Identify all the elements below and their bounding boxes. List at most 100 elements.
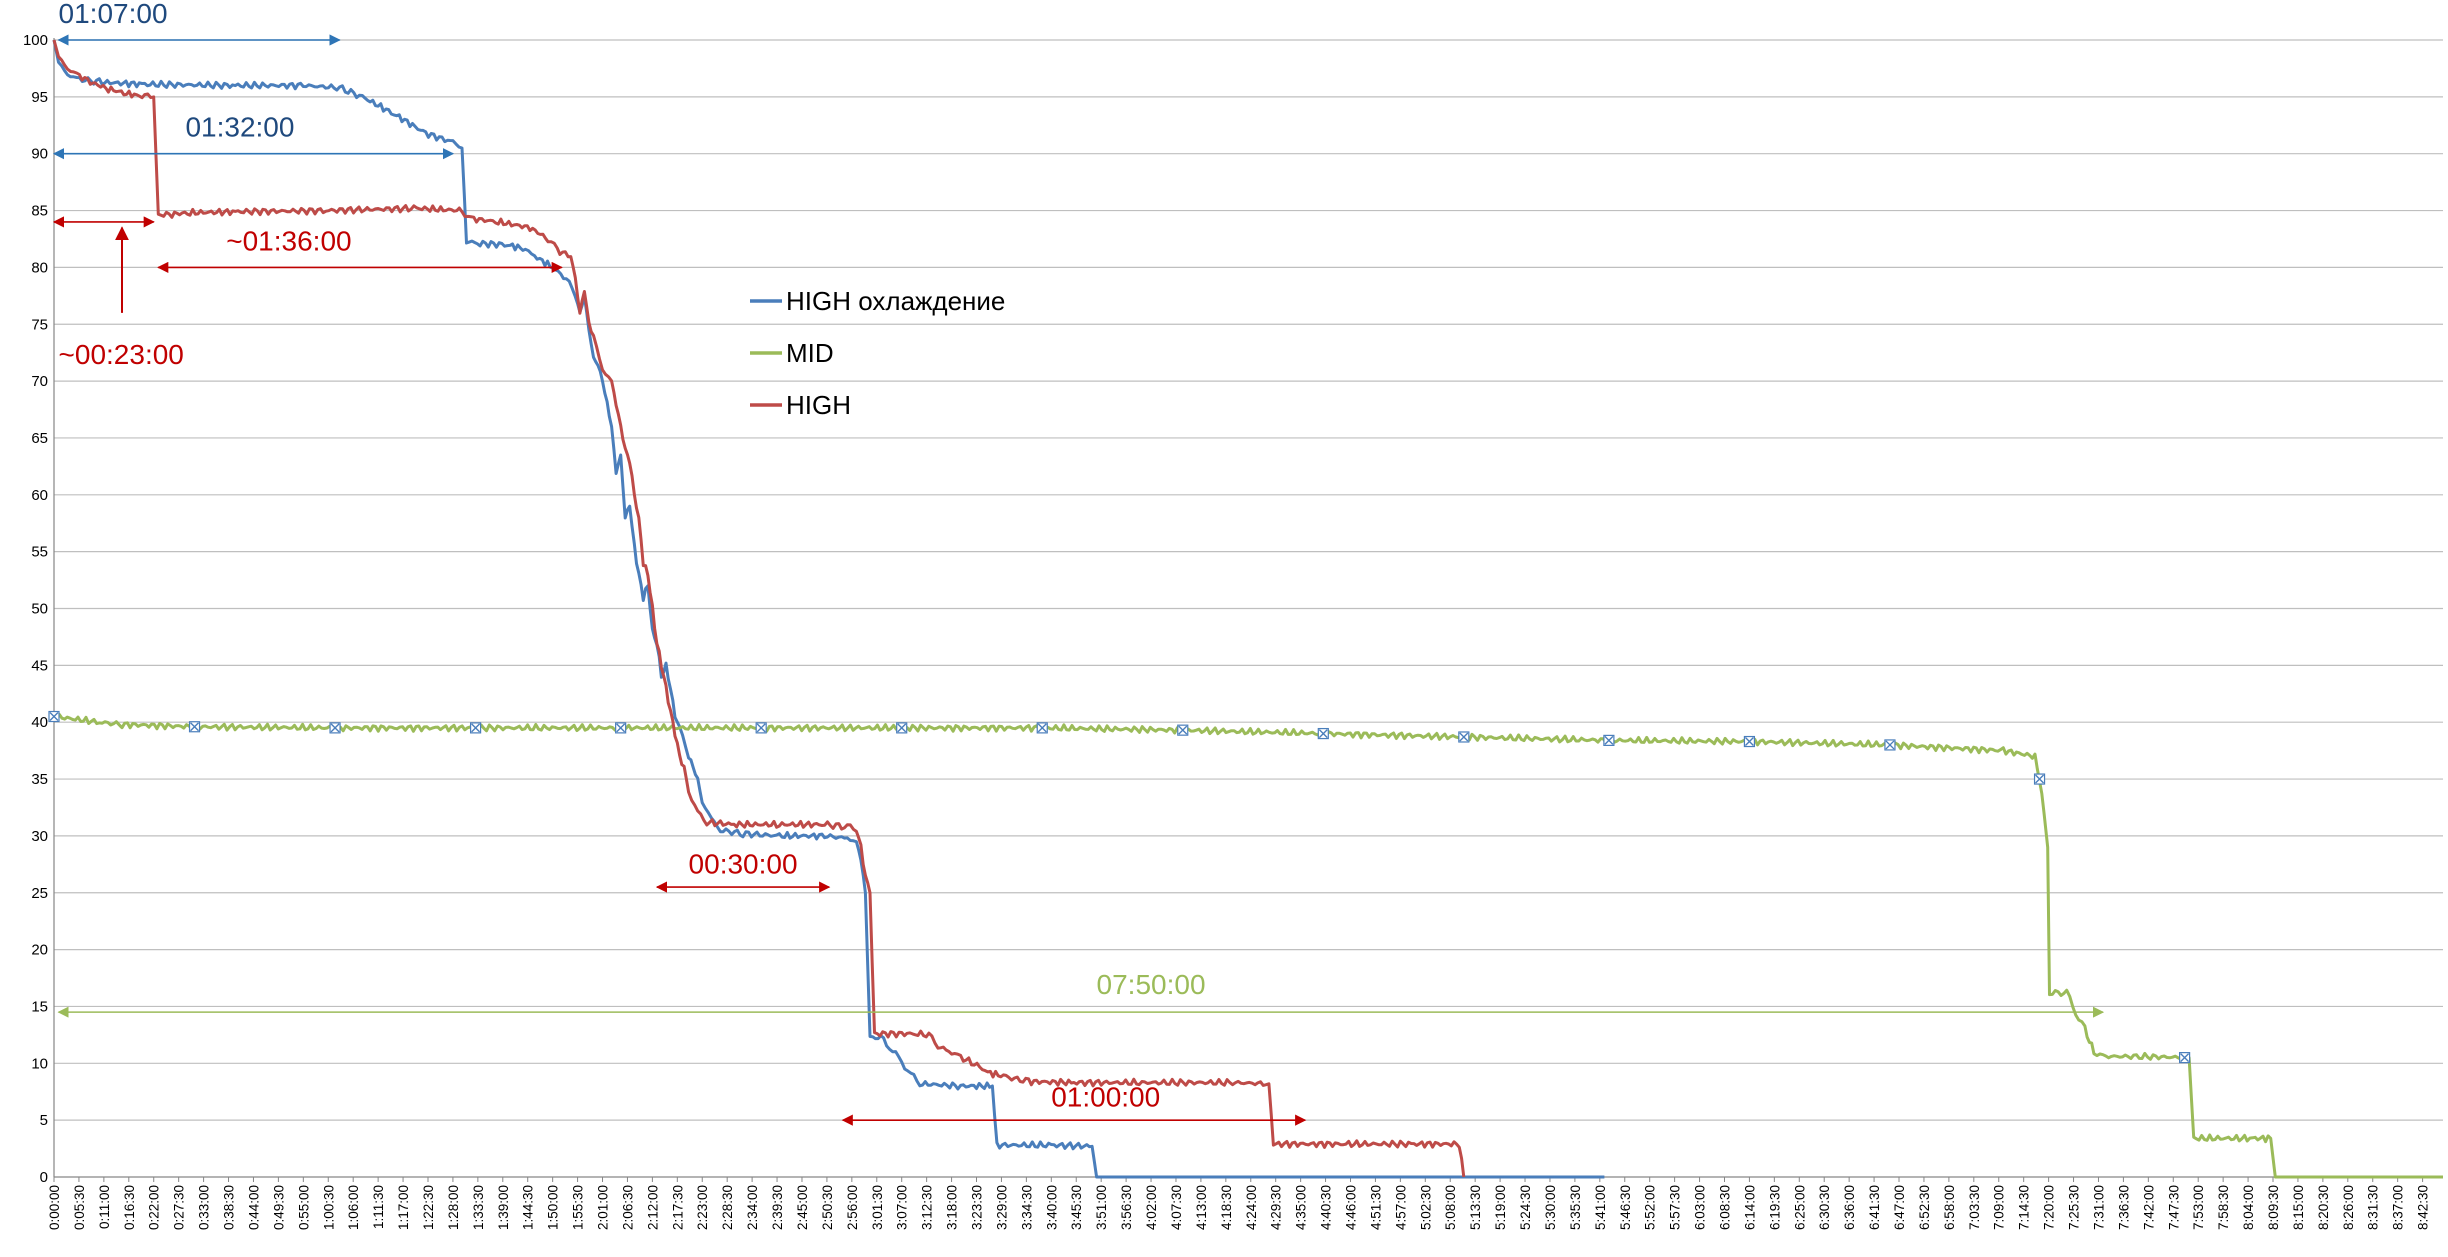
series-marker: [896, 722, 908, 734]
x-tick-label: 8:20:30: [2316, 1185, 2331, 1230]
x-tick-label: 7:03:30: [1967, 1185, 1982, 1230]
x-tick-label: 0:22:00: [147, 1185, 162, 1230]
x-tick-label: 4:29:30: [1269, 1185, 1284, 1230]
marker-cross: [897, 723, 907, 733]
x-tick-label: 6:03:00: [1693, 1185, 1708, 1230]
series-marker: [2179, 1052, 2191, 1064]
y-tick-label: 0: [40, 1169, 48, 1186]
series-marker: [469, 722, 482, 734]
legend: HIGH охлаждение MID HIGH: [750, 286, 1005, 420]
series-line-high: [52, 39, 1466, 1178]
x-tick-label: 3:56:30: [1119, 1185, 1134, 1230]
x-tick-label: 2:17:30: [670, 1185, 685, 1230]
annotation-group: 01:07:00 01:32:00 ~01:36:00 ~00:23:00 00:30:…: [52, 0, 2105, 1126]
x-tick-label: 2:01:00: [596, 1185, 611, 1230]
x-tick-label: 8:31:30: [2366, 1185, 2381, 1230]
x-tick-label: 4:07:30: [1169, 1185, 1184, 1230]
series-marker: [1177, 724, 1189, 736]
grid-lines: [54, 39, 2443, 1121]
y-tick-label: 55: [31, 544, 48, 561]
y-tick-label: 10: [31, 1055, 48, 1072]
x-tick-label: 6:25:00: [1792, 1185, 1807, 1230]
x-tick-label: 6:14:00: [1742, 1185, 1757, 1230]
x-tick-label: 0:27:30: [172, 1185, 187, 1230]
x-tick-label: 2:23:00: [695, 1185, 710, 1230]
y-tick-label: 60: [31, 487, 48, 504]
x-tick-label: 1:17:00: [396, 1185, 411, 1230]
y-tick-label: 5: [40, 1112, 48, 1129]
x-tick-label: 1:44:30: [521, 1185, 536, 1230]
x-tick-label: 2:12:00: [645, 1185, 660, 1230]
y-tick-label: 15: [31, 998, 48, 1015]
x-tick-label: 3:45:30: [1069, 1185, 1084, 1230]
y-tick-label: 70: [31, 373, 48, 390]
x-tick-label: 5:13:30: [1468, 1185, 1483, 1230]
x-tick-label: 4:51:30: [1368, 1185, 1383, 1230]
x-tick-label: 4:18:30: [1219, 1185, 1234, 1230]
marker-cross: [1037, 723, 1047, 733]
series-marker: [755, 722, 767, 734]
x-tick-label: 5:19:00: [1493, 1185, 1508, 1230]
x-tick-label: 4:24:00: [1244, 1185, 1259, 1230]
annotation-label: 01:32:00: [185, 112, 294, 143]
series-marker: [1317, 727, 1329, 740]
x-tick-label: 5:30:00: [1543, 1185, 1558, 1230]
series-line-high-охлаждение: [52, 39, 1605, 1179]
x-tick-label: 1:06:00: [346, 1185, 361, 1230]
x-tick-label: 7:58:30: [2216, 1185, 2231, 1230]
y-tick-label: 30: [31, 828, 48, 845]
marker-cross: [2035, 774, 2045, 784]
x-tick-label: 5:24:30: [1518, 1185, 1533, 1230]
x-tick-label: 8:04:00: [2241, 1185, 2256, 1230]
x-tick-label: 3:01:30: [870, 1185, 885, 1230]
x-tick-label: 3:34:30: [1019, 1185, 1034, 1230]
series-line-mid: [52, 712, 2443, 1179]
x-tick-label: 1:39:00: [496, 1185, 511, 1230]
x-tick-label: 3:07:00: [895, 1185, 910, 1230]
x-tick-label: 7:14:30: [2017, 1185, 2032, 1230]
x-tick-label: 7:25:30: [2067, 1185, 2082, 1230]
x-tick-label: 4:57:00: [1393, 1185, 1408, 1230]
x-tick-label: 7:36:30: [2116, 1185, 2131, 1230]
x-tick-label: 3:51:00: [1094, 1185, 1109, 1230]
legend-label: MID: [786, 338, 834, 368]
series-marker: [1036, 722, 1048, 734]
x-tick-label: 1:55:30: [571, 1185, 586, 1230]
x-tick-label: 6:41:30: [1867, 1185, 1882, 1230]
y-tick-label: 75: [31, 316, 48, 333]
y-tick-label: 50: [31, 601, 48, 618]
x-tick-label: 5:52:00: [1643, 1185, 1658, 1230]
y-tick-label: 95: [31, 89, 48, 106]
x-tick-label: 0:44:00: [246, 1185, 261, 1230]
x-tick-label: 0:49:30: [271, 1185, 286, 1230]
y-tick-label: 40: [31, 714, 48, 731]
x-tick-label: 5:08:00: [1443, 1185, 1458, 1230]
annotation-label: ~00:23:00: [59, 339, 184, 370]
series-marker: [1743, 735, 1756, 748]
x-tick-label: 1:50:00: [546, 1185, 561, 1230]
x-tick-label: 3:23:30: [970, 1185, 985, 1230]
annotation-label: 01:07:00: [59, 0, 168, 29]
series-marker: [1603, 734, 1615, 746]
x-tick-label: 4:02:00: [1144, 1185, 1159, 1230]
series-group: [52, 39, 2443, 1179]
x-tick-label: 4:46:00: [1343, 1185, 1358, 1230]
marker-cross: [190, 722, 200, 732]
marker-cross: [616, 723, 626, 733]
x-tick-label: 8:09:30: [2266, 1185, 2281, 1230]
x-tick-label: 5:57:30: [1668, 1185, 1683, 1230]
marker-cross: [1459, 732, 1469, 742]
x-tick-label: 6:08:30: [1717, 1185, 1732, 1230]
x-tick-label: 2:34:00: [745, 1185, 760, 1230]
x-tick-label: 2:06:30: [620, 1185, 635, 1230]
x-tick-label: 2:45:00: [795, 1185, 810, 1230]
series-marker: [188, 721, 201, 733]
x-tick-label: 6:19:30: [1767, 1185, 1782, 1230]
x-tick-label: 4:13:00: [1194, 1185, 1209, 1230]
annotation-label: 01:00:00: [1051, 1082, 1160, 1113]
marker-cross: [1885, 740, 1895, 750]
y-tick-label: 80: [31, 259, 48, 276]
x-tick-label: 5:41:00: [1593, 1185, 1608, 1230]
x-tick-label: 5:46:30: [1618, 1185, 1633, 1230]
